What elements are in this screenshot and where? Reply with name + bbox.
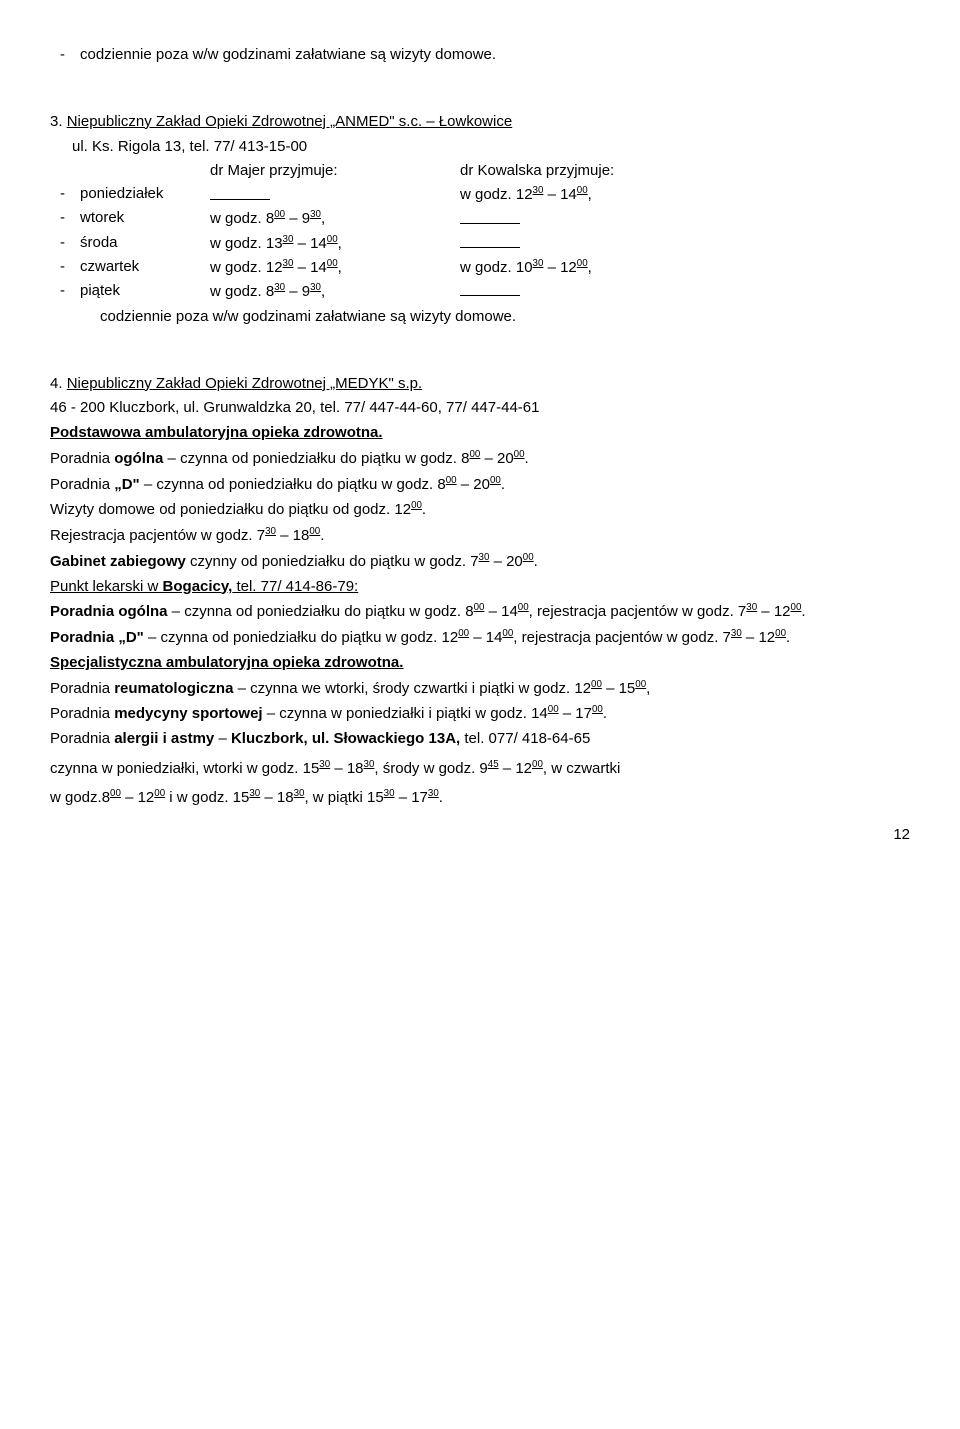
blank xyxy=(210,185,270,200)
col-a: w godz. 800 – 930, xyxy=(210,209,460,229)
blank xyxy=(460,282,520,297)
col-a xyxy=(210,185,460,205)
p-d: Poradnia „D" – czynna od poniedziałku do… xyxy=(50,475,910,495)
heading-num: 4. xyxy=(50,375,67,392)
row-wt: wtorek w godz. 800 – 930, xyxy=(50,209,910,229)
p-rejestracja: Rejestracja pacjentów w godz. 730 – 1800… xyxy=(50,526,910,546)
p-sport: Poradnia medycyny sportowej – czynna w p… xyxy=(50,704,910,724)
col-b: w godz. 1030 – 1200, xyxy=(460,258,910,278)
day: środa xyxy=(80,234,210,254)
heading-text: Niepubliczny Zakład Opieki Zdrowotnej „M… xyxy=(67,375,422,392)
day: czwartek xyxy=(80,258,210,278)
p-alergia: Poradnia alergii i astmy – Kluczbork, ul… xyxy=(50,730,910,749)
p-punkt-lekarski: Punkt lekarski w Bogacicy, tel. 77/ 414-… xyxy=(50,578,910,597)
col-a: w godz. 830 – 930, xyxy=(210,282,460,302)
top-note: codziennie poza w/w godzinami załatwiane… xyxy=(50,46,910,65)
section-4-heading: 4. Niepubliczny Zakład Opieki Zdrowotnej… xyxy=(50,375,910,394)
p-bogacica-d: Poradnia „D" – czynna od poniedziałku do… xyxy=(50,628,910,648)
p-wizyty: Wizyty domowe od poniedziałku do piątku … xyxy=(50,500,910,520)
blank xyxy=(460,234,520,249)
header-kowalska: dr Kowalska przyjmuje: xyxy=(460,162,910,181)
schedule-header: dr Majer przyjmuje: dr Kowalska przyjmuj… xyxy=(50,162,910,181)
day: poniedziałek xyxy=(80,185,210,205)
heading-num: 3. xyxy=(50,113,67,130)
row-pt: piątek w godz. 830 – 930, xyxy=(50,282,910,302)
col-a: w godz. 1230 – 1400, xyxy=(210,258,460,278)
row-sr: środa w godz. 1330 – 1400, xyxy=(50,234,910,254)
col-b: w godz. 1230 – 1400, xyxy=(460,185,910,205)
day: piątek xyxy=(80,282,210,302)
col-b xyxy=(460,282,910,302)
blank xyxy=(460,209,520,224)
section-3-heading: 3. Niepubliczny Zakład Opieki Zdrowotnej… xyxy=(50,113,910,132)
row-pon: poniedziałek w godz. 1230 – 1400, xyxy=(50,185,910,205)
section-3-addr: ul. Ks. Rigola 13, tel. 77/ 413-15-00 xyxy=(50,138,910,157)
sub-heading-podstawowa: Podstawowa ambulatoryjna opieka zdrowotn… xyxy=(50,424,910,443)
col-b xyxy=(460,234,910,254)
col-a: w godz. 1330 – 1400, xyxy=(210,234,460,254)
section-4-addr: 46 - 200 Kluczbork, ul. Grunwaldzka 20, … xyxy=(50,399,910,418)
sched3-note: codziennie poza w/w godzinami załatwiane… xyxy=(50,308,910,327)
p-gabinet: Gabinet zabiegowy czynny od poniedziałku… xyxy=(50,552,910,572)
page-number: 12 xyxy=(50,826,910,845)
sub-heading-specjalistyczna: Specjalistyczna ambulatoryjna opieka zdr… xyxy=(50,654,910,673)
p-reuma: Poradnia reumatologiczna – czynna we wto… xyxy=(50,679,910,699)
p-alergia-godz2: w godz.800 – 1200 i w godz. 1530 – 1830,… xyxy=(50,788,910,808)
row-czw: czwartek w godz. 1230 – 1400, w godz. 10… xyxy=(50,258,910,278)
header-majer: dr Majer przyjmuje: xyxy=(210,162,460,181)
day: wtorek xyxy=(80,209,210,229)
p-ogolna: Poradnia ogólna – czynna od poniedziałku… xyxy=(50,449,910,469)
heading-text: Niepubliczny Zakład Opieki Zdrowotnej „A… xyxy=(67,113,513,130)
p-bogacica-ogolna: Poradnia ogólna – czynna od poniedziałku… xyxy=(50,602,910,622)
col-b xyxy=(460,209,910,229)
p-alergia-godz1: czynna w poniedziałki, wtorki w godz. 15… xyxy=(50,755,910,782)
